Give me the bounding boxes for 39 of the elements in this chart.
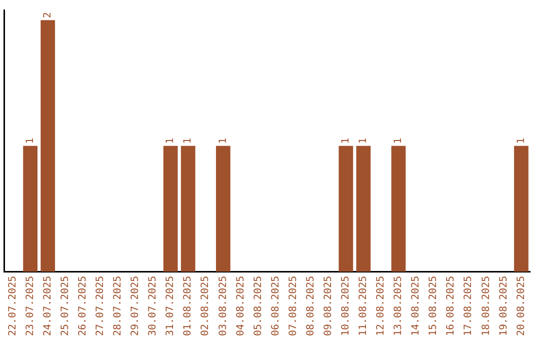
data-label: 1 [358, 138, 370, 144]
x-tick-label: 23.07.2025 [24, 276, 36, 336]
x-tick-label: 06.08.2025 [270, 276, 282, 336]
x-tick-label: 08.08.2025 [305, 276, 316, 336]
x-tick-label: 17.08.2025 [463, 276, 474, 336]
x-tick-label: 12.08.2025 [376, 276, 387, 336]
x-tick-label: 09.08.2025 [322, 276, 334, 336]
data-label: 1 [340, 138, 352, 144]
x-tick-label: 11.08.2025 [358, 276, 370, 336]
x-tick-label: 05.08.2025 [252, 276, 264, 336]
x-tick-label: 01.08.2025 [182, 276, 194, 336]
x-tick-label: 10.08.2025 [340, 276, 352, 336]
x-tick-label: 14.08.2025 [410, 276, 422, 336]
x-tick-label: 30.07.2025 [148, 276, 159, 336]
x-tick-label: 04.08.2025 [235, 276, 246, 336]
data-label: 1 [24, 138, 36, 144]
x-tick-label: 20.08.2025 [516, 276, 527, 336]
x-tick-label: 07.08.2025 [288, 276, 299, 336]
x-tick-label: 15.08.2025 [428, 276, 440, 336]
x-tick-label: 22.07.2025 [7, 276, 18, 336]
data-label: 1 [516, 138, 527, 144]
x-tick-label: 19.08.2025 [498, 276, 510, 336]
data-label: 1 [393, 138, 404, 144]
data-label: 2 [42, 12, 54, 18]
x-tick-label: 26.07.2025 [77, 276, 88, 336]
x-tick-label: 31.07.2025 [165, 276, 176, 336]
data-label: 1 [182, 138, 194, 144]
x-tick-label: 18.08.2025 [480, 276, 492, 336]
x-tick-label: 13.08.2025 [393, 276, 404, 336]
x-tick-label: 02.08.2025 [200, 276, 212, 336]
x-tick-label: 27.07.2025 [95, 276, 106, 336]
x-tick-label: 28.07.2025 [112, 276, 124, 336]
x-tick-label: 24.07.2025 [42, 276, 54, 336]
x-tick-label: 03.08.2025 [218, 276, 229, 336]
data-label: 1 [165, 138, 176, 144]
x-tick-label: 29.07.2025 [130, 276, 142, 336]
data-label: 1 [218, 138, 229, 144]
x-tick-label: 25.07.2025 [60, 276, 71, 336]
x-tick-label: 16.08.2025 [446, 276, 457, 336]
